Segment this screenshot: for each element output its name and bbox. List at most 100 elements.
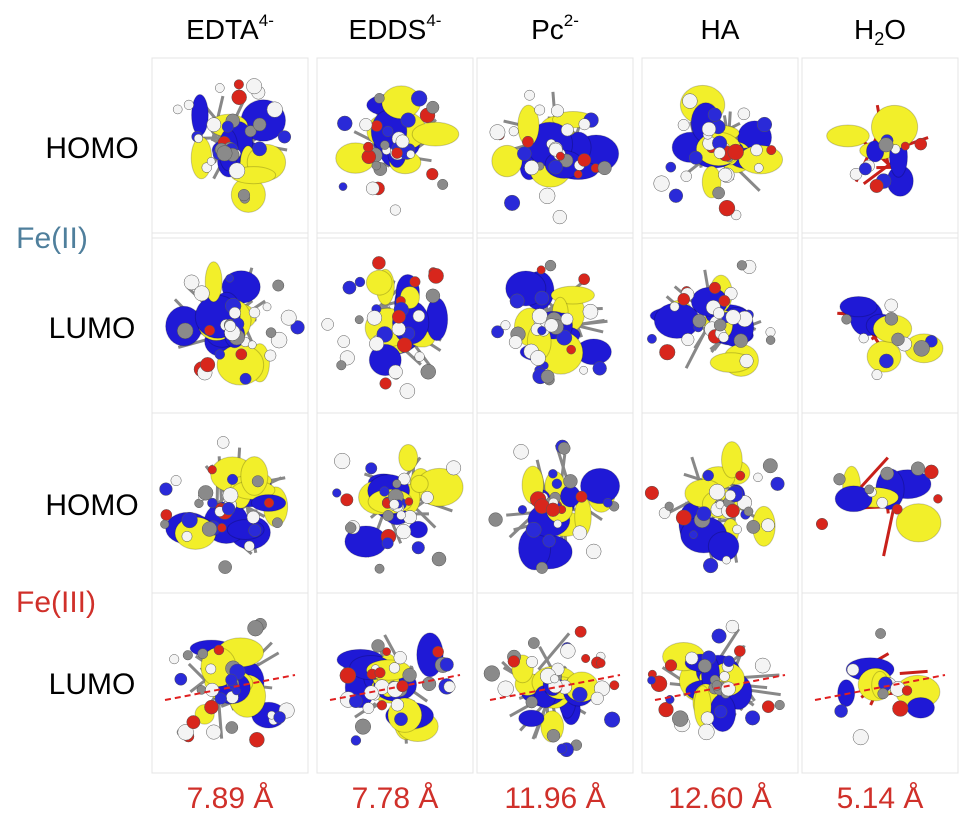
atom xyxy=(681,171,692,182)
row-label: HOMO xyxy=(45,489,138,522)
atom xyxy=(397,338,412,353)
atom xyxy=(572,687,587,702)
orbital-image xyxy=(802,593,958,773)
atom xyxy=(552,479,562,489)
atom xyxy=(697,507,711,521)
orbital-lobe xyxy=(191,137,211,179)
atom xyxy=(676,510,691,525)
atom xyxy=(714,319,726,331)
atom xyxy=(736,471,745,480)
atom xyxy=(249,307,260,318)
atom xyxy=(593,362,607,376)
atom xyxy=(754,163,763,172)
atom xyxy=(719,200,735,216)
atom xyxy=(389,663,400,674)
figure: EDTA4-EDDS4-Pc2-HAH2O HOMO LUMO HOMO LUM… xyxy=(0,0,959,816)
atom xyxy=(757,117,772,132)
atom xyxy=(338,336,350,348)
atom xyxy=(703,558,718,573)
atom xyxy=(371,120,382,131)
atom xyxy=(247,511,260,524)
atom xyxy=(573,526,587,540)
atom xyxy=(914,340,930,356)
atom xyxy=(726,504,740,518)
atom xyxy=(171,475,181,485)
atom xyxy=(723,656,734,667)
atom xyxy=(238,189,250,201)
atom xyxy=(508,655,520,667)
atom xyxy=(198,649,208,659)
atom xyxy=(264,498,274,508)
atom xyxy=(545,260,556,271)
atom xyxy=(392,322,406,336)
atom xyxy=(740,354,754,368)
atom xyxy=(737,260,747,270)
atom xyxy=(744,507,753,516)
atom xyxy=(698,659,711,672)
atom xyxy=(206,664,216,674)
atom xyxy=(383,510,394,521)
orbital-image xyxy=(642,413,798,593)
orbital-image xyxy=(477,233,633,413)
atom xyxy=(360,118,373,131)
group-label: Fe(III) xyxy=(16,586,96,619)
atom xyxy=(853,729,868,744)
atom xyxy=(580,366,588,374)
atom xyxy=(647,676,655,684)
atom xyxy=(560,644,575,659)
atom xyxy=(161,509,172,520)
atom xyxy=(902,686,912,696)
header-text: H xyxy=(854,14,874,45)
atom xyxy=(690,531,698,539)
atom xyxy=(252,142,266,156)
atom xyxy=(339,183,347,191)
atom xyxy=(252,476,263,487)
atom xyxy=(522,136,533,147)
atom xyxy=(227,474,237,484)
column-headers: EDTA4-EDDS4-Pc2-HAH2O xyxy=(186,11,906,48)
atom xyxy=(733,525,742,534)
atom xyxy=(734,334,748,348)
atom xyxy=(713,308,724,319)
atom xyxy=(734,646,745,657)
atom xyxy=(561,313,573,325)
atom xyxy=(400,384,415,399)
orbital-lobe xyxy=(708,532,739,561)
atom xyxy=(586,544,601,559)
orbital-grid xyxy=(152,58,958,773)
atom xyxy=(526,696,538,708)
group-label: Fe(II) xyxy=(16,222,88,255)
atom xyxy=(202,522,217,537)
atom xyxy=(367,310,382,325)
atom xyxy=(396,524,411,539)
atom xyxy=(183,650,193,660)
atom xyxy=(879,138,893,152)
distance-label: 7.89 Å xyxy=(187,782,274,815)
atom xyxy=(232,687,240,695)
atom xyxy=(518,505,527,514)
header-sup: 4- xyxy=(426,11,441,30)
atom xyxy=(553,210,567,224)
atom xyxy=(708,108,722,122)
atom xyxy=(194,286,209,301)
bond xyxy=(884,506,894,556)
atom xyxy=(383,126,394,137)
atom xyxy=(249,524,262,537)
orbital-lobe xyxy=(399,445,418,472)
atom xyxy=(775,700,785,710)
atom xyxy=(726,310,741,325)
atom xyxy=(659,702,674,717)
atom xyxy=(539,188,555,204)
atom xyxy=(501,320,510,329)
atom xyxy=(169,654,178,663)
atom xyxy=(892,701,908,717)
atom xyxy=(219,561,232,574)
header-text: HA xyxy=(701,14,740,45)
atom xyxy=(583,304,598,319)
atom xyxy=(372,639,385,652)
atom xyxy=(428,268,443,283)
atom xyxy=(444,681,455,692)
atom xyxy=(726,620,739,633)
atom xyxy=(410,277,421,288)
atom xyxy=(524,90,534,100)
